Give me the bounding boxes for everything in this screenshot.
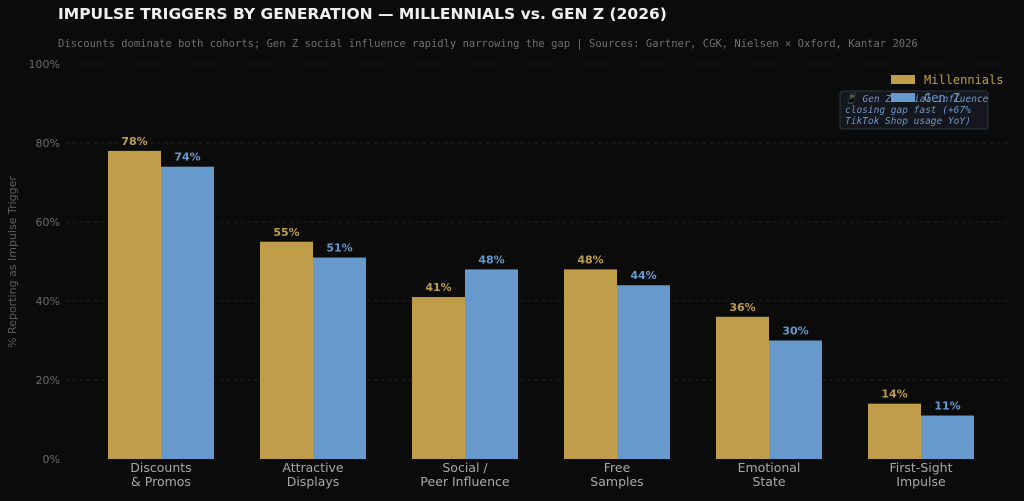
data-label-genz: 30% [782, 325, 808, 338]
x-tick-label: Discounts [130, 460, 191, 475]
legend-swatch-millennials [891, 75, 915, 84]
data-label-millennials: 55% [273, 226, 299, 239]
data-label-millennials: 78% [121, 135, 147, 148]
chart-subtitle: Discounts dominate both cohorts; Gen Z s… [58, 38, 918, 50]
data-label-millennials: 41% [425, 281, 451, 294]
y-tick-label: 100% [29, 58, 60, 71]
bar-millennials [868, 403, 921, 459]
data-label-millennials: 36% [729, 301, 755, 314]
y-tick-label: 60% [36, 216, 60, 229]
data-label-millennials: 14% [881, 388, 907, 401]
y-axis-label: % Reporting as Impulse Trigger [6, 176, 19, 348]
data-label-genz: 74% [174, 151, 200, 164]
bar-genz [769, 340, 822, 459]
data-label-genz: 48% [478, 253, 504, 266]
x-tick-label: State [752, 474, 785, 489]
legend-label-genz: Gen Z [924, 91, 960, 105]
svg-text:📱 Gen Z social influence: 📱 Gen Z social influence closing gap fas… [845, 93, 994, 127]
bar-genz [465, 269, 518, 459]
chart-title: IMPULSE TRIGGERS BY GENERATION — MILLENN… [58, 5, 667, 23]
bar-millennials [564, 269, 617, 459]
bar-millennials [260, 241, 313, 459]
x-tick-label: & Promos [131, 474, 191, 489]
x-tick-label: Attractive [282, 460, 344, 475]
bar-genz [921, 415, 974, 459]
bar-millennials [716, 316, 769, 459]
x-tick-label: Emotional [738, 460, 801, 475]
bars-layer [108, 150, 974, 459]
legend: Millennials Gen Z [891, 73, 1003, 105]
y-tick-label: 20% [36, 374, 60, 387]
data-label-genz: 11% [934, 400, 960, 413]
x-tick-label: Peer Influence [420, 474, 509, 489]
y-tick-label: 40% [36, 295, 60, 308]
x-tick-label: First-Sight [890, 460, 953, 475]
labels-layer: 78% 74% 55% 51% 41% 48% 48% 44% 36% 30% 14% 11% [121, 135, 960, 413]
annotation-line-1: 📱 Gen Z social influence [845, 93, 989, 105]
legend-swatch-genz [891, 93, 915, 102]
annotation-line-2: closing gap fast (+67% [845, 105, 971, 116]
bar-genz [161, 166, 214, 459]
x-tick-label: Impulse [896, 474, 946, 489]
grid-layer: 0% 20% 40% 60% 80% 100% [29, 58, 1010, 466]
annotation-background [839, 90, 989, 130]
x-tick-label: Free [604, 460, 631, 475]
x-tick-label: Samples [590, 474, 643, 489]
annotation-line-3: TikTok Shop usage YoY) [845, 116, 971, 127]
x-tick-label: Displays [287, 474, 340, 489]
bar-millennials [412, 297, 465, 459]
x-tick-label: Social / [442, 460, 488, 475]
y-tick-label: 80% [36, 137, 60, 150]
data-label-genz: 44% [630, 269, 656, 282]
data-label-millennials: 48% [577, 253, 603, 266]
bar-millennials [108, 150, 161, 459]
annotation-box: 📱 Gen Z social influence closing gap fas… [839, 90, 994, 130]
data-label-genz: 51% [326, 242, 352, 255]
legend-label-millennials: Millennials [924, 73, 1003, 87]
bar-genz [313, 257, 366, 459]
bar-genz [617, 285, 670, 459]
y-tick-label: 0% [43, 453, 60, 466]
